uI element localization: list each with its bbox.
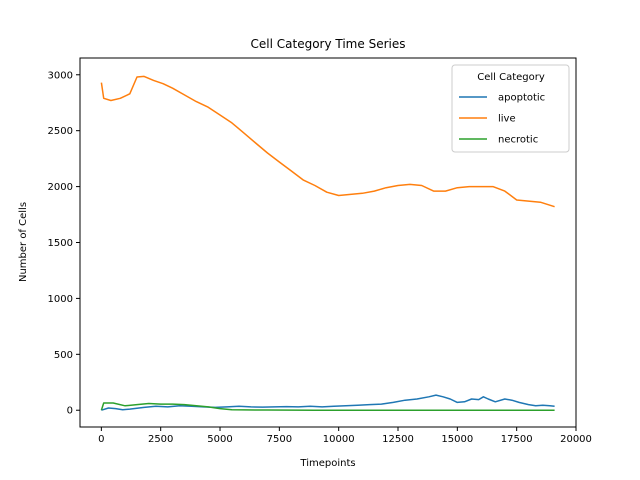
x-tick-label: 2500 [148, 434, 173, 445]
series-line-live [100, 75, 555, 208]
series-line-necrotic [100, 402, 555, 411]
x-tick-label: 10000 [323, 434, 355, 445]
x-axis: 0 2500 5000 7500 10000 12500 15000 17500 20000 [98, 427, 592, 445]
y-tick-label: 2000 [48, 182, 73, 193]
x-axis-title: Timepoints [299, 458, 355, 469]
y-tick-label: 500 [54, 350, 73, 361]
y-axis-title: Number of Cells [18, 202, 29, 282]
legend-entries: apoptotic live necrotic [459, 93, 545, 146]
plot-area [100, 75, 555, 411]
y-axis: 0 500 1000 1500 2000 2500 3000 [48, 70, 80, 417]
y-tick-label: 1000 [48, 294, 73, 305]
legend-box [451, 64, 570, 153]
x-tick-label: 7500 [267, 434, 292, 445]
legend-label-necrotic: necrotic [498, 135, 538, 146]
x-tick-label: 0 [98, 434, 104, 445]
legend-label-apoptotic: apoptotic [498, 93, 545, 104]
x-tick-label: 15000 [441, 434, 473, 445]
x-tick-label: 20000 [560, 434, 592, 445]
x-tick-label: 5000 [207, 434, 232, 445]
y-tick-label: 1500 [48, 238, 73, 249]
axes-frame [79, 57, 577, 428]
y-tick-label: 2500 [48, 126, 73, 137]
x-tick-label: 17500 [501, 434, 533, 445]
x-tick-label: 12500 [382, 434, 414, 445]
legend-label-live: live [498, 114, 516, 125]
y-tick-label: 0 [67, 406, 73, 417]
y-tick-label: 3000 [48, 70, 73, 81]
legend: Cell Category apoptotic live necrotic [451, 64, 570, 153]
series-line-apoptotic [101, 394, 555, 411]
legend-title: Cell Category [477, 72, 545, 83]
chart-title: Cell Category Time Series [251, 37, 406, 51]
